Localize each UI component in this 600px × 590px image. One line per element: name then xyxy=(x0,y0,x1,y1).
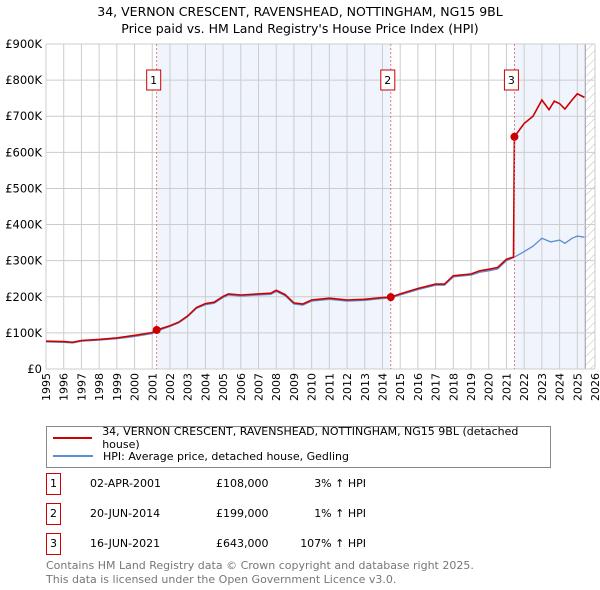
x-tick-label: 2009 xyxy=(288,373,301,401)
x-tick-label: 1996 xyxy=(58,373,71,401)
x-tick-label: 2020 xyxy=(483,373,496,401)
legend-item-property: 34, VERNON CRESCENT, RAVENSHEAD, NOTTING… xyxy=(53,425,550,451)
x-tick-label: 2000 xyxy=(129,373,142,401)
x-tick-label: 2019 xyxy=(465,373,478,401)
transaction-date: 20-JUN-2014 xyxy=(90,507,161,520)
footer-copyright: Contains HM Land Registry data © Crown c… xyxy=(46,559,474,572)
x-tick-label: 2026 xyxy=(589,373,600,401)
y-tick-label: £0 xyxy=(27,362,42,376)
price-chart: 1995 1996 1997 1998 1999 2000 2001 2002 2003 2004… xyxy=(5,37,600,401)
transaction-date: 02-APR-2001 xyxy=(90,477,162,490)
x-tick-label: 2005 xyxy=(217,373,230,401)
transaction-price: £643,000 xyxy=(216,537,269,550)
property-price-line xyxy=(45,92,585,344)
x-tick-label: 2017 xyxy=(430,373,443,401)
x-tick-label: 2008 xyxy=(270,373,283,401)
chart-subtitle: Price paid vs. HM Land Registry's House … xyxy=(121,21,479,36)
y-tick-label: £100K xyxy=(5,326,42,340)
shaded-period xyxy=(514,44,586,369)
transaction-price: £199,000 xyxy=(216,507,269,520)
chart-legend: 34, VERNON CRESCENT, RAVENSHEAD, NOTTING… xyxy=(46,425,551,468)
x-tick-label: 2022 xyxy=(518,373,531,401)
y-tick-label: £800K xyxy=(5,73,42,87)
x-tick-label: 1995 xyxy=(40,373,53,401)
x-tick-label: 2010 xyxy=(306,373,319,401)
x-tick-label: 2021 xyxy=(500,373,513,401)
sale-label-box xyxy=(380,69,396,91)
y-tick-label: £200K xyxy=(5,290,42,304)
footer-licence: This data is licensed under the Open Gov… xyxy=(46,573,397,586)
x-tick-label: 2015 xyxy=(394,373,407,401)
shaded-period xyxy=(156,44,391,369)
transaction-row: 1 02-APR-2001 £108,000 3% ↑ HPI xyxy=(46,473,446,495)
x-tick-label: 2025 xyxy=(571,373,584,401)
x-tick-label: 2012 xyxy=(341,373,354,401)
transaction-row: 3 16-JUN-2021 £643,000 107% ↑ HPI xyxy=(46,533,446,555)
x-tick-label: 2004 xyxy=(199,373,212,401)
transaction-hpi: 1% ↑ HPI xyxy=(314,507,366,520)
sale-point xyxy=(510,132,519,141)
chart-title: 34, VERNON CRESCENT, RAVENSHEAD, NOTTING… xyxy=(97,4,503,19)
sale-label-box xyxy=(503,69,519,91)
x-tick-label: 2016 xyxy=(412,373,425,401)
x-tick-label: 2011 xyxy=(323,373,336,401)
legend-swatch-blue xyxy=(53,455,93,457)
transaction-number: 3 xyxy=(46,533,61,555)
x-tick-label: 2023 xyxy=(536,373,549,401)
x-tick-label: 2024 xyxy=(554,373,567,401)
x-tick-label: 2014 xyxy=(376,373,389,401)
legend-label: HPI: Average price, detached house, Gedl… xyxy=(103,449,349,463)
legend-swatch-red xyxy=(53,437,93,439)
y-tick-label: £600K xyxy=(5,145,42,159)
x-tick-label: 2018 xyxy=(447,373,460,401)
x-tick-label: 1998 xyxy=(93,373,106,401)
sale-label: 2 xyxy=(384,74,391,87)
y-tick-label: £900K xyxy=(5,37,42,51)
transaction-price: £108,000 xyxy=(216,477,269,490)
transaction-number: 2 xyxy=(46,503,61,525)
x-tick-label: 2003 xyxy=(182,373,195,401)
transaction-row: 2 20-JUN-2014 £199,000 1% ↑ HPI xyxy=(46,503,446,525)
y-tick-label: £700K xyxy=(5,109,42,123)
transaction-hpi: 107% ↑ HPI xyxy=(300,537,366,550)
x-tick-label: 2007 xyxy=(253,373,266,401)
sale-label-box xyxy=(146,69,162,91)
x-tick-label: 2013 xyxy=(359,373,372,401)
transaction-hpi: 3% ↑ HPI xyxy=(314,477,366,490)
transaction-number: 1 xyxy=(46,473,61,495)
x-tick-label: 2002 xyxy=(164,373,177,401)
legend-label: 34, VERNON CRESCENT, RAVENSHEAD, NOTTING… xyxy=(102,425,519,451)
sale-label: 1 xyxy=(150,74,157,87)
y-tick-label: £300K xyxy=(5,254,42,268)
future-hatch xyxy=(585,44,595,369)
sale-label: 3 xyxy=(508,74,515,87)
y-tick-label: £400K xyxy=(5,218,42,232)
legend-item-hpi: HPI: Average price, detached house, Gedl… xyxy=(53,448,349,464)
y-tick-label: £500K xyxy=(5,181,42,195)
x-tick-label: 1999 xyxy=(111,373,124,401)
transaction-date: 16-JUN-2021 xyxy=(90,537,161,550)
sale-point xyxy=(386,293,395,302)
x-tick-label: 2006 xyxy=(235,373,248,401)
x-tick-label: 1997 xyxy=(75,373,88,401)
sale-point xyxy=(152,326,161,334)
x-tick-label: 2001 xyxy=(146,373,159,401)
